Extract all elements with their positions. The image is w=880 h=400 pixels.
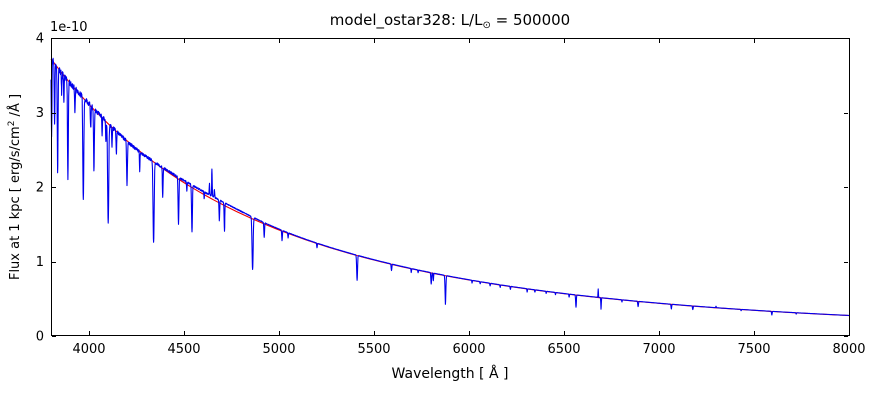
x-tick-label: 7000 [642, 342, 675, 357]
x-tick-label: 6500 [547, 342, 580, 357]
sun-symbol: ⊙ [482, 20, 491, 31]
x-tick-label: 5500 [357, 342, 390, 357]
continuum-line [50, 58, 850, 317]
x-axis-label: Wavelength [ Å ] [391, 366, 509, 382]
x-tick-label: 6000 [452, 342, 485, 357]
spectrum-line [50, 57, 850, 316]
y-tick-label: 1 [36, 255, 44, 270]
y-tick-label: 0 [36, 330, 44, 345]
y-axis-label: Flux at 1 kpc [ erg/s/cm2 /Å ] [6, 93, 24, 281]
chart-title: model_ostar328: L/L⊙ = 500000 [51, 11, 849, 31]
axes-frame [51, 38, 850, 336]
y-tick-label: 2 [36, 181, 44, 196]
x-tick-label: 8000 [832, 342, 865, 357]
chart-title-text: model_ostar328: L/L [329, 11, 483, 29]
chart-title-value: = 500000 [490, 11, 571, 29]
x-tick-label: 7500 [737, 342, 770, 357]
y-tick-label: 3 [36, 106, 44, 121]
x-tick-label: 5000 [262, 342, 295, 357]
y-tick-label: 4 [36, 32, 44, 47]
y-axis-offset-label: 1e-10 [50, 20, 88, 35]
x-tick-label: 4500 [167, 342, 200, 357]
x-tick-label: 4000 [72, 342, 105, 357]
